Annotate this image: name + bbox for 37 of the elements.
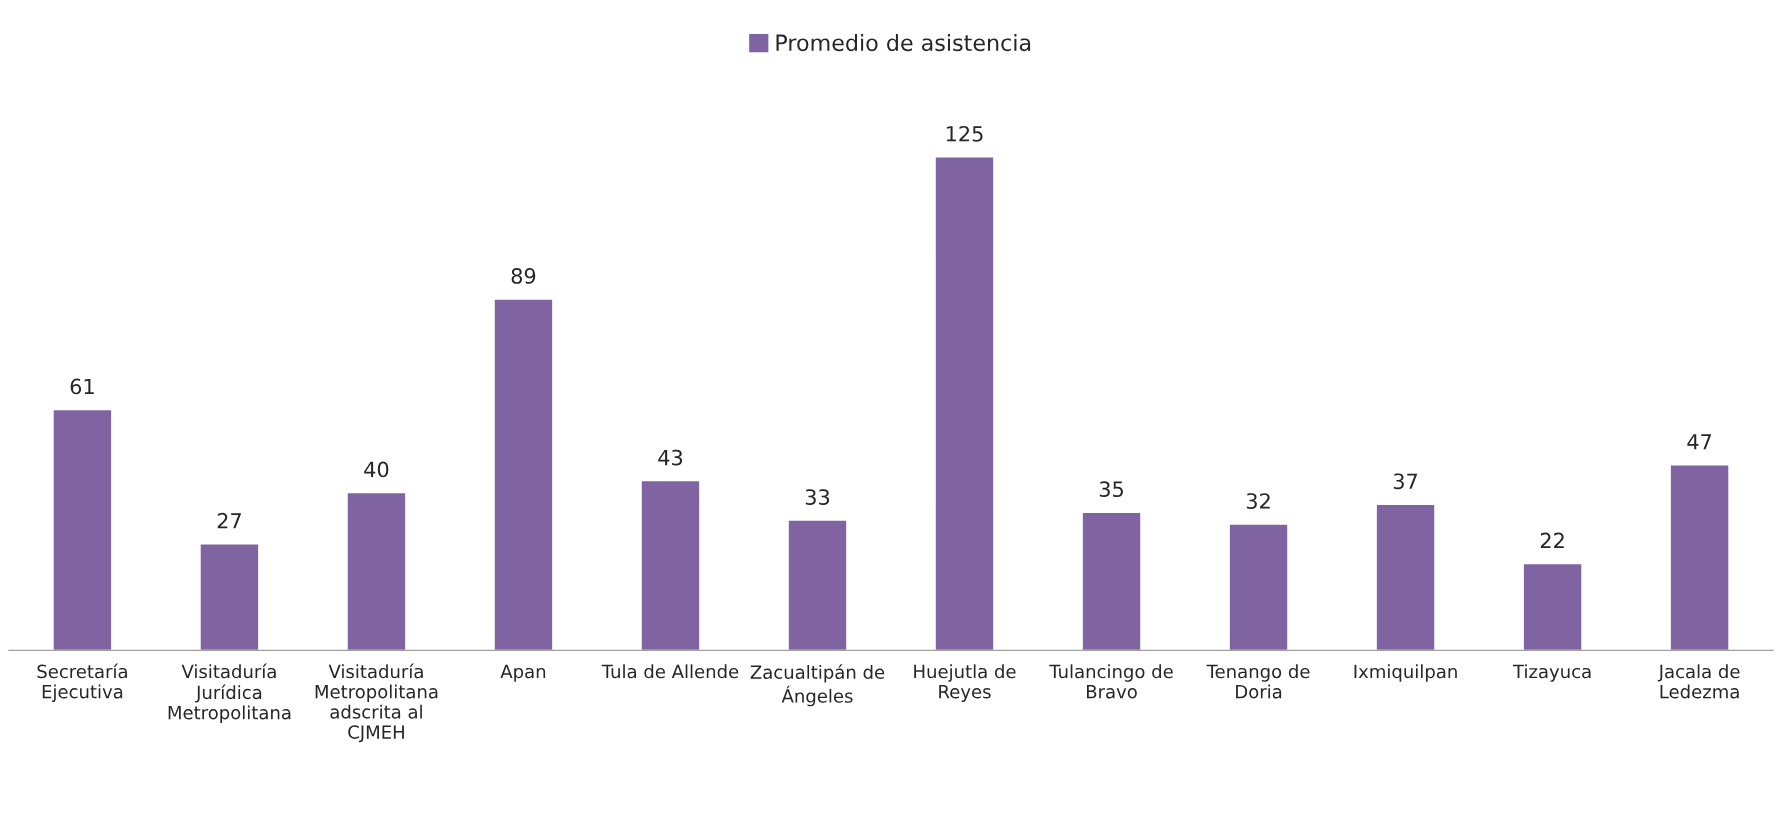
data-label: 43 [658,449,683,466]
bar [1228,523,1289,651]
x-tick-label: Ixmiquilpan [1354,664,1457,682]
data-label: 32 [1246,493,1270,509]
bar [52,408,113,651]
x-tick-label: Visitaduría Jurídica Metropolitana [168,663,291,723]
bar [1522,562,1583,651]
x-tick-label: Tulancingo de Bravo [1049,664,1173,699]
data-label: 37 [1393,473,1418,490]
data-label: 89 [511,268,536,284]
data-label: 35 [1099,481,1123,498]
x-tick-label: Visitaduría Metropolitana adscrita al CJMEH [315,663,438,743]
x-tick-label: Tizayuca [1512,664,1591,682]
bar [640,479,701,651]
x-tick-label: Jacala de Ledezma [1657,664,1740,699]
data-label: 22 [1540,532,1564,549]
bar [934,156,995,651]
bar [1375,503,1436,651]
x-tick-label: Tula de Allende [601,664,739,679]
x-tick-label: Secretaría Ejecutiva [37,663,127,702]
x-tick-label: Zacualtipán de Ángeles [750,664,885,707]
bar [346,491,407,651]
x-tick-label: Tenango de Doria [1206,664,1310,699]
bar [199,543,260,651]
data-label: 27 [217,512,241,529]
bar [787,519,848,651]
bar [1669,464,1730,651]
bar [1081,511,1142,651]
x-tick-label: Apan [500,664,546,682]
data-label: 47 [1687,434,1712,450]
data-label: 40 [364,461,389,478]
data-label: 61 [70,378,94,395]
legend-label: Promedio de asistencia [776,33,1031,52]
data-label: 33 [805,489,830,505]
data-label: 125 [946,125,983,142]
x-tick-label: Huejutla de Reyes [914,664,1016,702]
bar [493,298,554,651]
